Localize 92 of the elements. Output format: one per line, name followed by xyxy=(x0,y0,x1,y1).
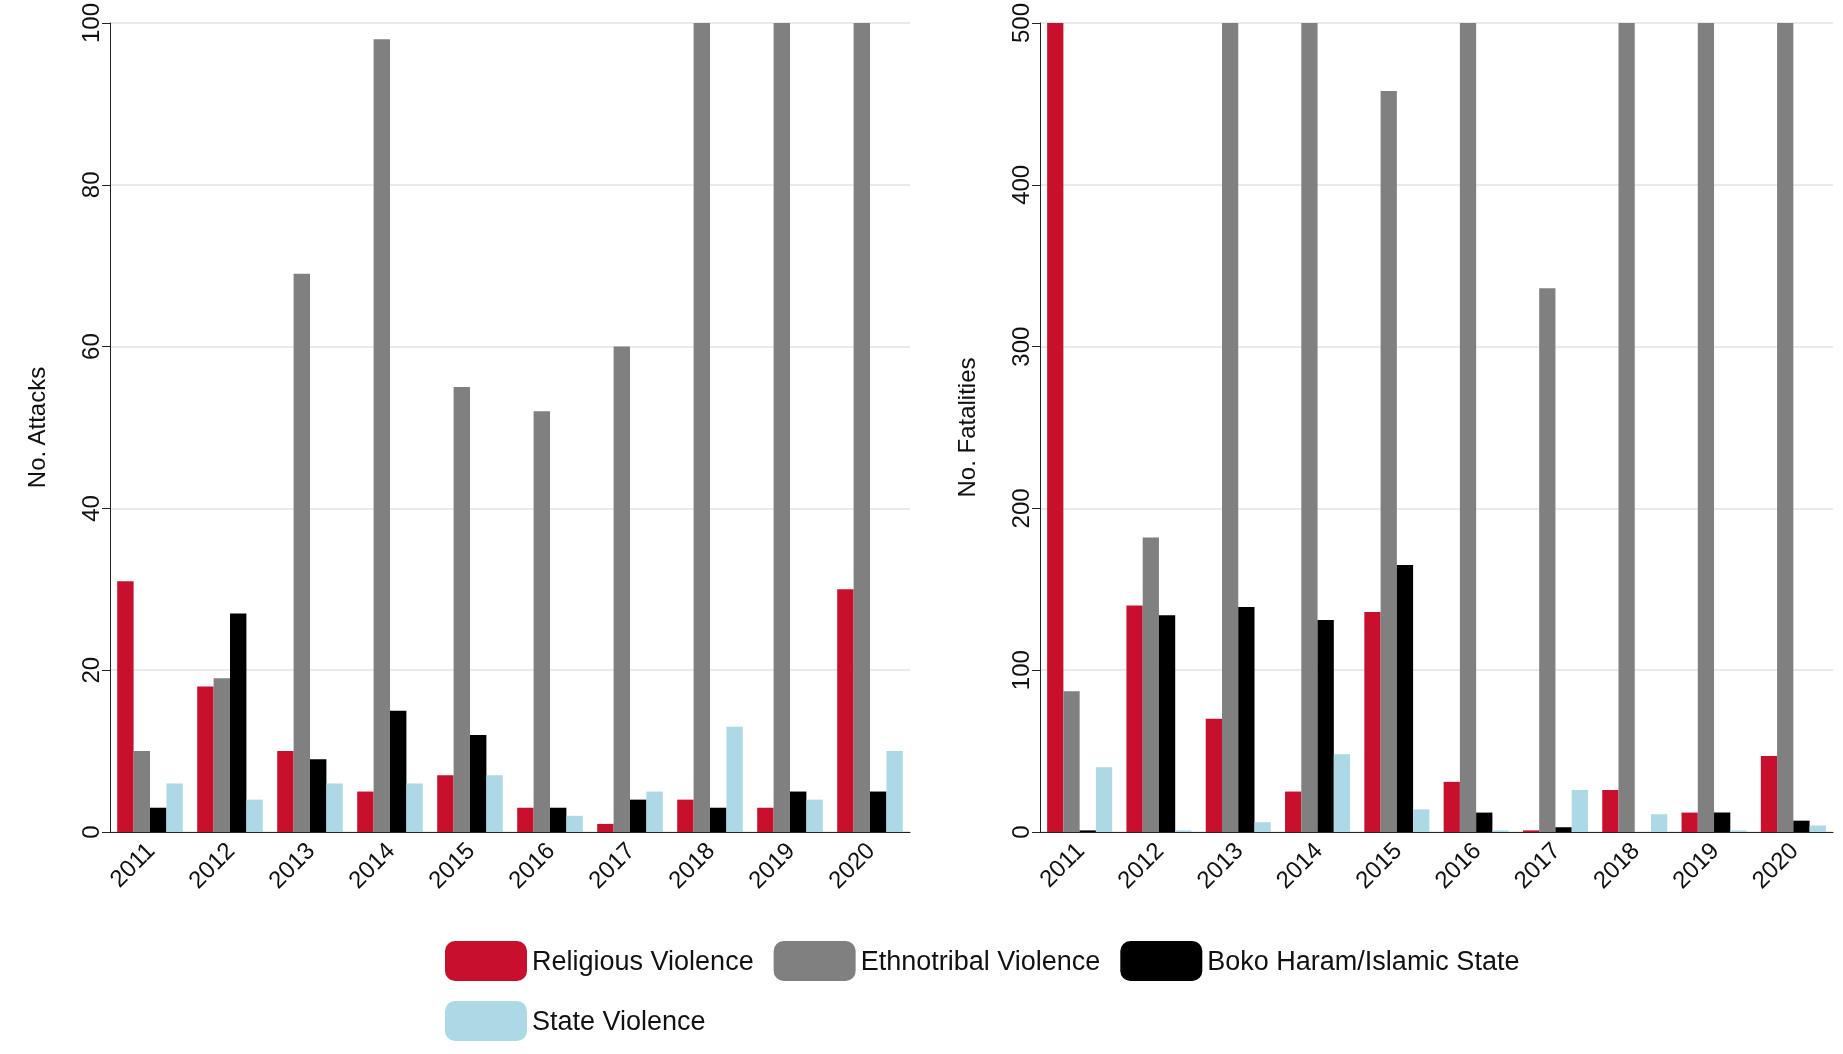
bar xyxy=(1047,23,1064,832)
bar xyxy=(357,791,374,832)
bar xyxy=(277,751,294,832)
bar xyxy=(1459,23,1477,832)
bar xyxy=(1158,615,1176,832)
bar xyxy=(1238,607,1255,832)
bar xyxy=(150,807,167,832)
bar xyxy=(790,791,807,832)
bar xyxy=(1380,90,1397,832)
bar xyxy=(870,791,887,832)
bar xyxy=(1254,822,1271,832)
y-tick-label: 500 xyxy=(1006,3,1034,44)
bar xyxy=(1777,23,1794,832)
bar xyxy=(1317,620,1334,832)
bar xyxy=(806,799,823,832)
bar xyxy=(517,807,534,832)
bar xyxy=(1651,814,1668,832)
bar xyxy=(1095,767,1113,832)
bar xyxy=(853,23,870,832)
y-tick-label: 100 xyxy=(1006,650,1034,691)
legend-label: Ethnotribal Violence xyxy=(860,946,1101,976)
bar xyxy=(1396,565,1414,832)
bar xyxy=(646,791,663,832)
y-tick-label: 0 xyxy=(1006,825,1034,839)
bar xyxy=(613,346,630,832)
y-tick-label: 80 xyxy=(76,171,104,199)
y-axis-title: No. Attacks xyxy=(22,366,50,489)
bar xyxy=(1413,809,1430,832)
bar xyxy=(117,581,134,832)
bar xyxy=(1364,611,1381,832)
bar xyxy=(1618,23,1635,832)
bar xyxy=(566,815,583,832)
bar xyxy=(437,775,454,832)
bar xyxy=(166,783,183,832)
bar xyxy=(453,387,470,832)
bar xyxy=(1793,820,1810,832)
bar xyxy=(1809,825,1826,832)
bar xyxy=(1681,812,1698,832)
bar xyxy=(246,799,263,832)
y-axis-title: No. Fatalities xyxy=(952,357,980,498)
bar xyxy=(1714,812,1731,832)
y-tick-label: 100 xyxy=(76,3,104,44)
bar xyxy=(1555,827,1572,832)
bar xyxy=(1142,537,1159,832)
bar xyxy=(677,799,694,832)
bar xyxy=(1285,791,1302,832)
bar xyxy=(1697,23,1715,832)
bar xyxy=(550,807,567,832)
bar xyxy=(1221,23,1239,832)
bar xyxy=(597,823,614,832)
bar xyxy=(1476,812,1493,832)
bar xyxy=(406,783,423,832)
bar xyxy=(326,783,343,832)
bar xyxy=(1063,691,1080,832)
bar xyxy=(757,807,774,832)
y-tick-label: 400 xyxy=(1006,164,1034,205)
bar xyxy=(470,734,487,832)
bar xyxy=(390,710,407,832)
legend-label: Religious Violence xyxy=(532,946,754,976)
bar xyxy=(230,613,247,832)
bar xyxy=(293,273,310,832)
bar xyxy=(693,23,710,832)
bar xyxy=(1760,755,1778,832)
bar xyxy=(773,23,790,832)
legend-label: State Violence xyxy=(532,1006,706,1036)
bar xyxy=(886,751,903,832)
bar xyxy=(1126,605,1143,832)
bar xyxy=(710,807,727,832)
y-tick-label: 0 xyxy=(76,825,104,839)
legend-label: Boko Haram/Islamic State xyxy=(1207,946,1520,976)
bar xyxy=(533,411,550,832)
bar xyxy=(1539,288,1556,832)
bar xyxy=(837,589,854,832)
bar xyxy=(310,759,327,832)
bar xyxy=(133,751,150,832)
bar xyxy=(1602,789,1619,832)
bar xyxy=(1205,718,1222,832)
bar xyxy=(1301,23,1318,832)
bar xyxy=(726,726,743,832)
bar xyxy=(1443,781,1460,832)
y-tick-label: 300 xyxy=(1006,326,1034,367)
bar xyxy=(213,678,230,832)
bar xyxy=(1571,789,1588,832)
y-tick-label: 40 xyxy=(76,495,104,522)
y-tick-label: 60 xyxy=(76,333,104,360)
bar xyxy=(373,39,390,832)
bar xyxy=(486,775,503,832)
y-tick-label: 200 xyxy=(1006,488,1034,529)
y-tick-label: 20 xyxy=(76,656,104,684)
bar xyxy=(630,799,647,832)
bar xyxy=(1333,754,1351,832)
bar xyxy=(197,686,214,832)
